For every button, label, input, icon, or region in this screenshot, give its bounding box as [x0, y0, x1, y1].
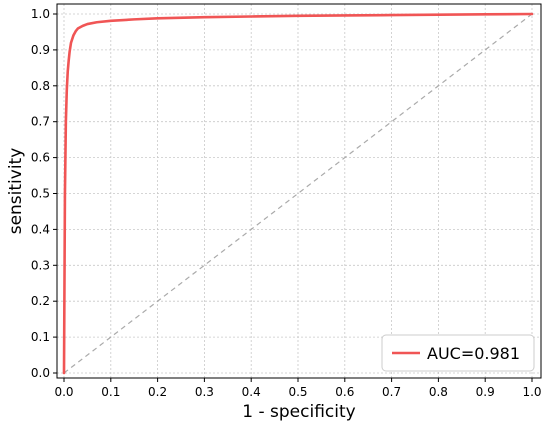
x-tick-label: 0.2	[148, 385, 167, 399]
x-axis-ticks: 0.0 0.1 0.2 0.3 0.4 0.5 0.6 0.7 0.8 0.9 1.0	[54, 378, 542, 399]
x-tick-label: 0.9	[476, 385, 495, 399]
y-axis-ticks: 0.0 0.1 0.2 0.3 0.4 0.5 0.6 0.7 0.8 0.9 1.0	[31, 7, 57, 380]
grid	[57, 4, 541, 378]
x-tick-label: 0.3	[195, 385, 214, 399]
x-tick-label: 0.8	[429, 385, 448, 399]
x-tick-label: 1.0	[522, 385, 541, 399]
y-tick-label: 0.9	[31, 43, 50, 57]
y-tick-label: 0.8	[31, 79, 50, 93]
legend-box	[381, 334, 535, 372]
plot-frame	[56, 3, 542, 379]
y-tick-label: 0.3	[31, 258, 50, 272]
y-tick-label: 1.0	[31, 7, 50, 21]
x-tick-label: 0.1	[101, 385, 120, 399]
roc-curve	[62, 12, 534, 375]
legend: AUC=0.981	[381, 334, 535, 372]
x-tick-label: 0.7	[382, 385, 401, 399]
y-tick-label: 0.2	[31, 294, 50, 308]
x-tick-label: 0.4	[242, 385, 261, 399]
y-tick-label: 0.4	[31, 222, 50, 236]
x-axis-label: 1 - specificity	[242, 402, 355, 422]
legend-label: AUC=0.981	[427, 344, 520, 363]
x-tick-label: 0.0	[54, 385, 73, 399]
plot-background	[57, 4, 541, 378]
y-tick-label: 0.1	[31, 330, 50, 344]
y-tick-label: 0.5	[31, 187, 50, 201]
y-tick-label: 0.7	[31, 115, 50, 129]
y-tick-label: 0.0	[31, 366, 50, 380]
y-axis-label: sensitivity	[6, 148, 26, 235]
x-tick-label: 0.6	[335, 385, 354, 399]
y-tick-label: 0.6	[31, 151, 50, 165]
x-tick-label: 0.5	[288, 385, 307, 399]
